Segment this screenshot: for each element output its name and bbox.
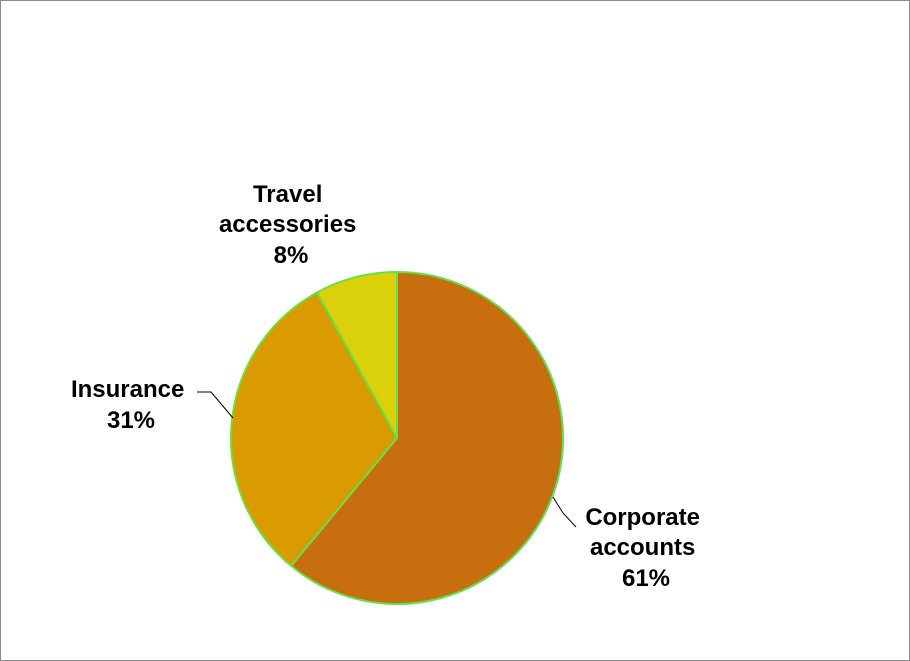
data-label-corporate-accounts: Corporate accounts 61% bbox=[585, 504, 706, 592]
pie-slices bbox=[230, 271, 564, 605]
pie-slice-corporate-accounts bbox=[290, 271, 564, 605]
leader-line-insurance bbox=[197, 391, 234, 419]
data-label-travel-accessories: Travel accessories 8% bbox=[219, 181, 363, 269]
pie-slice-travel-accessories bbox=[316, 271, 398, 439]
data-label-insurance: Insurance 31% bbox=[71, 376, 191, 434]
leader-line-corporate-accounts bbox=[552, 496, 577, 528]
leader-lines bbox=[197, 391, 577, 528]
pie-slice-insurance bbox=[230, 291, 398, 567]
